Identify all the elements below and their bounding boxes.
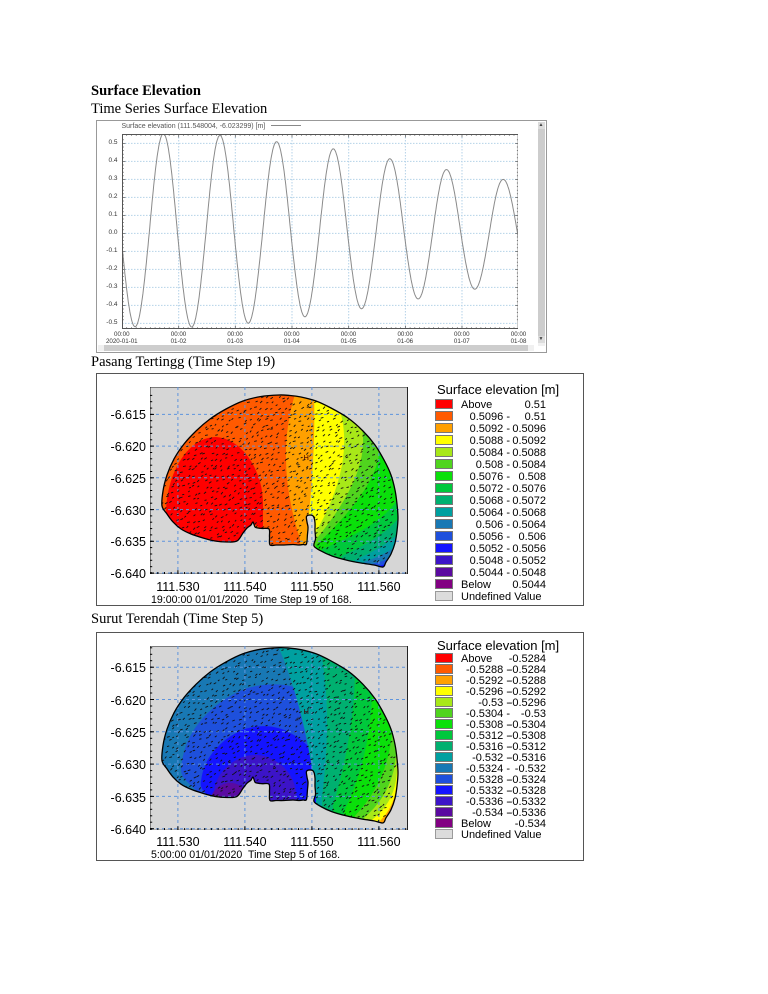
svg-text:+: + — [296, 716, 300, 723]
svg-text:+: + — [296, 462, 300, 469]
svg-text:H: H — [303, 453, 308, 462]
svg-text:H: H — [303, 707, 308, 716]
